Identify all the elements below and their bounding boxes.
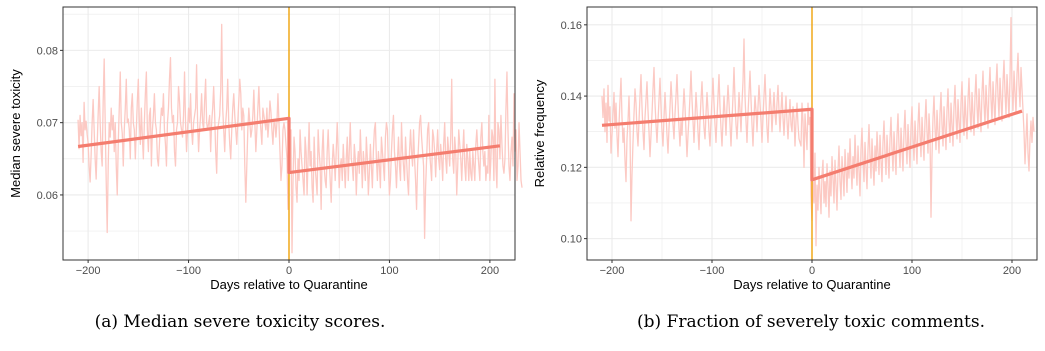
y-tick-label: 0.14 <box>561 91 582 103</box>
figure-caption: (a) Median severe toxicity scores. <box>95 312 386 332</box>
raw-series-line <box>601 17 1035 247</box>
x-tick-label: 0 <box>286 265 292 277</box>
y-axis-title: Relative frequency <box>532 79 547 187</box>
y-tick-label: 0.06 <box>37 190 58 202</box>
x-tick-label: −100 <box>700 265 725 277</box>
fitted-trend-line <box>77 116 501 175</box>
x-tick-label: −200 <box>600 265 625 277</box>
y-tick-label: 0.07 <box>37 118 58 130</box>
y-tick-label: 0.16 <box>561 20 582 32</box>
x-tick-label: 0 <box>809 265 815 277</box>
y-axis-title: Median severe toxicity <box>8 69 23 198</box>
figure-caption: (b) Fraction of severely toxic comments. <box>637 312 985 332</box>
x-tick-label: 100 <box>903 265 921 277</box>
chart-b: −200 −100 0 100 200 0.10 0.12 0.14 0.16 Days rela… <box>532 6 1038 332</box>
y-tick-label: 0.10 <box>561 234 582 246</box>
x-tick-label: −100 <box>176 265 201 277</box>
x-tick-label: 200 <box>1003 265 1021 277</box>
x-axis-title: Days relative to Quarantine <box>210 277 368 292</box>
x-tick-label: 100 <box>380 265 398 277</box>
y-tick-label: 0.08 <box>37 45 58 57</box>
chart-a: −200 −100 0 100 200 0.06 0.07 0.08 Days relative… <box>8 6 523 332</box>
y-tick-label: 0.12 <box>561 162 582 174</box>
x-tick-label: −200 <box>76 265 101 277</box>
raw-series-line <box>77 23 523 254</box>
x-tick-label: 200 <box>481 265 499 277</box>
fitted-trend-line <box>601 107 1023 182</box>
x-axis-title: Days relative to Quarantine <box>733 277 891 292</box>
